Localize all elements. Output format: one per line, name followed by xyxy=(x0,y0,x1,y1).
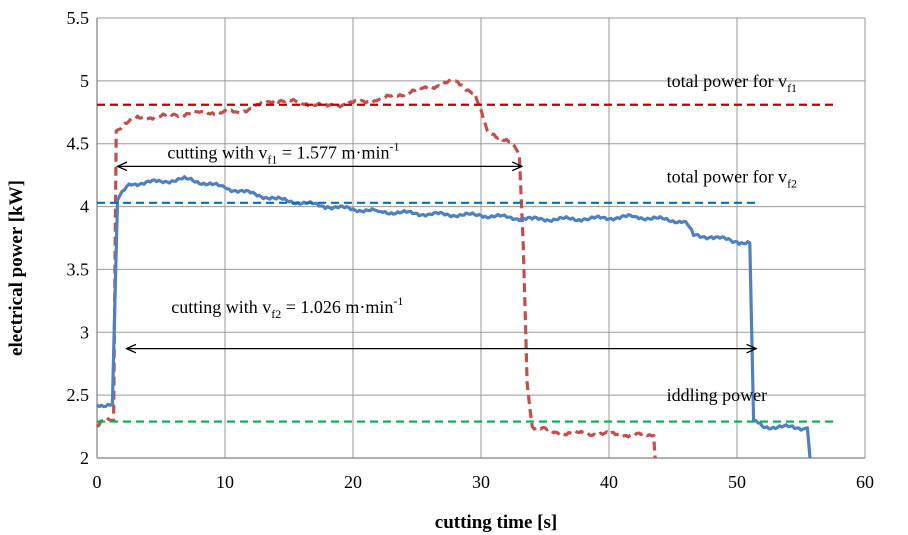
x-tick-label: 50 xyxy=(728,472,746,492)
x-tick-label: 40 xyxy=(600,472,618,492)
x-axis-title: cutting time [s] xyxy=(435,512,557,533)
x-tick-label: 10 xyxy=(216,472,234,492)
x-tick-label: 0 xyxy=(93,472,102,492)
y-tick-label: 5.5 xyxy=(67,8,90,28)
tick-labels: 0 10 20 30 40 50 60 2 2.5 3 3.5 4 4.5 5 5.5 xyxy=(67,8,875,492)
grid-lines xyxy=(96,17,866,459)
series-layer xyxy=(96,78,833,459)
y-tick-label: 2 xyxy=(80,448,89,468)
y-axis-title: electrical power [kW] xyxy=(6,180,27,356)
x-tick-label: 60 xyxy=(856,472,874,492)
y-tick-label: 3 xyxy=(80,322,89,342)
y-tick-label: 2.5 xyxy=(67,385,90,405)
cutting-annotation: cutting with vf1 = 1.577 m·min-1 xyxy=(167,140,399,167)
x-tick-label: 30 xyxy=(472,472,490,492)
y-tick-label: 4 xyxy=(80,197,89,217)
cutting-annotation: cutting with vf2 = 1.026 m·min-1 xyxy=(171,294,403,321)
reference-line-label: iddling power xyxy=(667,385,768,405)
annotation-layer: cutting with vf1 = 1.577 m·min-1 cutting … xyxy=(117,71,797,405)
measured-series-line xyxy=(96,175,812,459)
reference-line-label: total power for vf1 xyxy=(667,71,797,95)
y-tick-label: 3.5 xyxy=(67,259,90,279)
plot-frame xyxy=(96,18,865,459)
reference-line-label: total power for vf2 xyxy=(667,166,797,190)
y-tick-label: 4.5 xyxy=(67,134,90,154)
x-tick-label: 20 xyxy=(344,472,362,492)
y-tick-label: 5 xyxy=(80,71,89,91)
measured-series-line xyxy=(96,78,657,459)
